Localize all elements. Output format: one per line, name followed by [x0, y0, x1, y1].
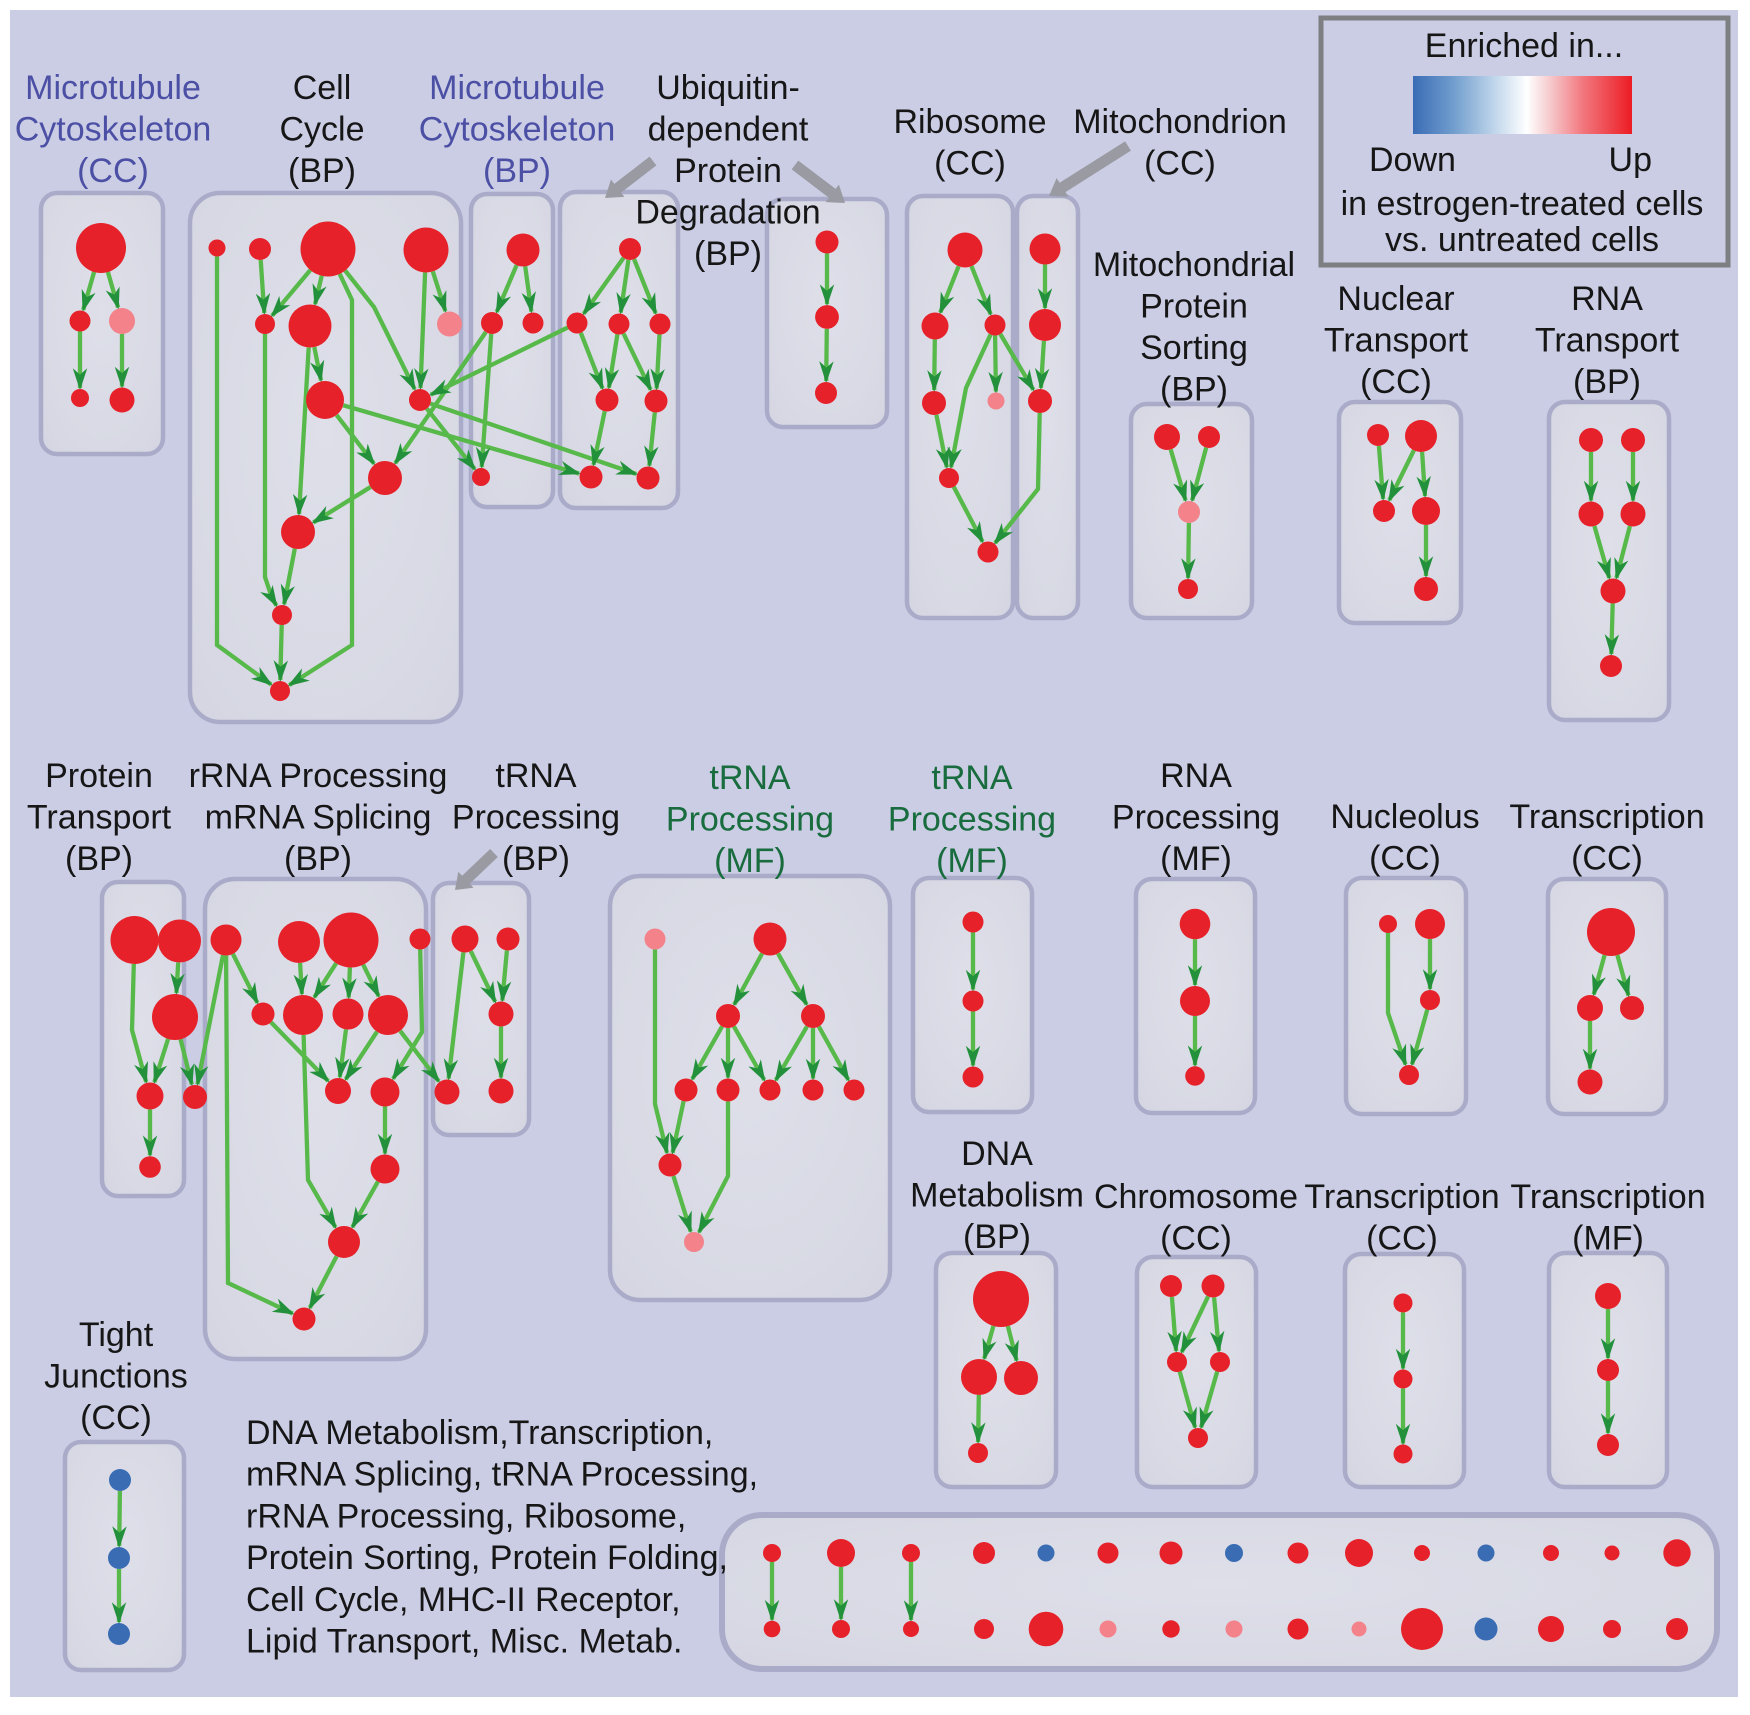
svg-text:(CC): (CC)	[934, 145, 1006, 183]
svg-text:in estrogen-treated cells: in estrogen-treated cells	[1341, 185, 1704, 223]
svg-text:Transcription: Transcription	[1510, 1178, 1705, 1216]
svg-text:Ubiquitin-: Ubiquitin-	[656, 69, 800, 107]
svg-text:(MF): (MF)	[1160, 840, 1232, 878]
svg-text:Cytoskeleton: Cytoskeleton	[419, 111, 616, 149]
svg-text:Nuclear: Nuclear	[1337, 280, 1454, 318]
svg-text:Processing: Processing	[888, 801, 1056, 839]
svg-text:Protein Sorting, Protein Foldi: Protein Sorting, Protein Folding,	[246, 1539, 728, 1577]
svg-text:Transcription: Transcription	[1304, 1178, 1499, 1216]
svg-text:(CC): (CC)	[1369, 840, 1441, 878]
svg-text:(BP): (BP)	[284, 840, 352, 878]
svg-text:rRNA Processing, Ribosome,: rRNA Processing, Ribosome,	[246, 1497, 686, 1535]
svg-text:DNA Metabolism,Transcription,: DNA Metabolism,Transcription,	[246, 1414, 713, 1452]
svg-text:(CC): (CC)	[77, 152, 149, 190]
svg-text:Tight: Tight	[79, 1316, 154, 1354]
svg-text:Sorting: Sorting	[1140, 329, 1248, 367]
svg-text:Transport: Transport	[1535, 322, 1680, 360]
svg-text:Microtubule: Microtubule	[25, 69, 201, 107]
svg-text:Down: Down	[1369, 141, 1456, 179]
svg-text:(BP): (BP)	[65, 840, 133, 878]
svg-text:(BP): (BP)	[1573, 363, 1641, 401]
svg-text:Cycle: Cycle	[279, 111, 364, 149]
svg-text:Chromosome: Chromosome	[1094, 1178, 1298, 1216]
svg-text:dependent: dependent	[648, 111, 809, 149]
svg-text:Protein: Protein	[674, 152, 782, 190]
svg-text:Protein: Protein	[1140, 288, 1248, 326]
svg-text:DNA: DNA	[961, 1135, 1033, 1173]
svg-text:Degradation: Degradation	[635, 194, 820, 232]
svg-text:Lipid Transport, Misc. Metab.: Lipid Transport, Misc. Metab.	[246, 1623, 683, 1661]
svg-text:(MF): (MF)	[714, 842, 786, 880]
svg-text:Ribosome: Ribosome	[893, 103, 1046, 141]
svg-text:(CC): (CC)	[1144, 145, 1216, 183]
svg-text:Processing: Processing	[452, 799, 620, 837]
svg-text:Protein: Protein	[45, 757, 153, 795]
svg-text:Transport: Transport	[1324, 322, 1469, 360]
svg-text:(MF): (MF)	[936, 842, 1008, 880]
svg-text:rRNA Processing: rRNA Processing	[189, 757, 448, 795]
svg-text:(MF): (MF)	[1572, 1220, 1644, 1258]
svg-text:Nucleolus: Nucleolus	[1330, 798, 1479, 836]
svg-text:Mitochondrion: Mitochondrion	[1073, 103, 1287, 141]
svg-text:(CC): (CC)	[1360, 363, 1432, 401]
svg-text:Processing: Processing	[1112, 799, 1280, 837]
svg-text:vs. untreated cells: vs. untreated cells	[1385, 221, 1659, 259]
svg-text:(CC): (CC)	[1160, 1220, 1232, 1258]
svg-text:Metabolism: Metabolism	[910, 1177, 1084, 1215]
svg-text:(CC): (CC)	[1366, 1220, 1438, 1258]
svg-text:Processing: Processing	[666, 801, 834, 839]
svg-text:(BP): (BP)	[963, 1218, 1031, 1256]
svg-text:Mitochondrial: Mitochondrial	[1093, 246, 1295, 284]
svg-text:(BP): (BP)	[694, 235, 762, 273]
svg-text:Cell Cycle, MHC-II Receptor,: Cell Cycle, MHC-II Receptor,	[246, 1581, 681, 1619]
svg-text:(CC): (CC)	[80, 1399, 152, 1437]
svg-text:Transport: Transport	[27, 799, 172, 837]
svg-text:(BP): (BP)	[502, 840, 570, 878]
svg-text:Up: Up	[1609, 141, 1652, 179]
svg-text:Cell: Cell	[293, 69, 352, 107]
svg-text:(BP): (BP)	[483, 152, 551, 190]
svg-text:Cytoskeleton: Cytoskeleton	[15, 111, 212, 149]
svg-text:Microtubule: Microtubule	[429, 69, 605, 107]
svg-text:Junctions: Junctions	[44, 1358, 188, 1396]
svg-text:tRNA: tRNA	[709, 759, 791, 797]
svg-text:(CC): (CC)	[1571, 840, 1643, 878]
svg-text:RNA: RNA	[1571, 280, 1643, 318]
svg-text:(BP): (BP)	[1160, 371, 1228, 409]
svg-text:(BP): (BP)	[288, 152, 356, 190]
svg-text:Transcription: Transcription	[1509, 798, 1704, 836]
svg-text:tRNA: tRNA	[931, 759, 1013, 797]
svg-text:mRNA Splicing, tRNA Processing: mRNA Splicing, tRNA Processing,	[246, 1456, 758, 1494]
svg-text:Enriched in...: Enriched in...	[1425, 27, 1623, 65]
svg-text:RNA: RNA	[1160, 757, 1232, 795]
svg-text:tRNA: tRNA	[495, 757, 577, 795]
svg-text:mRNA Splicing: mRNA Splicing	[205, 799, 432, 837]
